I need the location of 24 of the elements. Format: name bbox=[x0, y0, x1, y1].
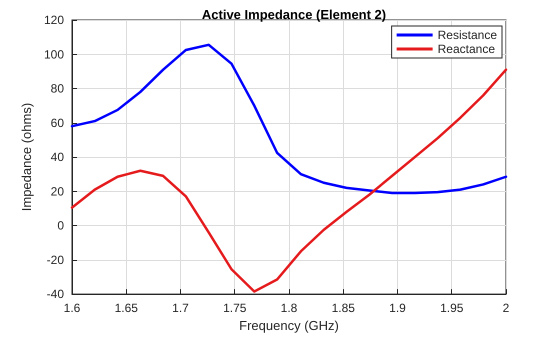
x-axis-title: Frequency (GHz) bbox=[239, 318, 339, 333]
x-tick-label: 1.6 bbox=[64, 301, 81, 316]
y-tick-label: 40 bbox=[50, 150, 64, 164]
y-tick-label: 120 bbox=[44, 13, 64, 27]
chart-title: Active Impedance (Element 2) bbox=[202, 7, 386, 22]
x-tick-label: 1.65 bbox=[114, 301, 138, 316]
y-tick-label: 100 bbox=[44, 47, 64, 62]
x-tick-label: 1.95 bbox=[440, 301, 464, 316]
x-tick-label: 1.8 bbox=[280, 301, 298, 316]
line-series bbox=[70, 44, 508, 194]
x-tick-label: 1.85 bbox=[332, 301, 356, 316]
y-axis-title: Impedance (ohms) bbox=[19, 102, 34, 212]
y-tick-label: -20 bbox=[46, 252, 64, 267]
y-tick-label: -40 bbox=[46, 287, 64, 302]
x-tick-label: 1.7 bbox=[172, 301, 190, 316]
x-tick-label: 2 bbox=[502, 301, 510, 316]
x-tick-label: 1.75 bbox=[223, 301, 247, 316]
y-tick-label: 80 bbox=[50, 82, 64, 96]
y-tick-label: 20 bbox=[50, 184, 64, 198]
y-tick-label: 0 bbox=[57, 218, 64, 233]
y-tick-label: 60 bbox=[50, 116, 64, 130]
x-tick-label: 1.9 bbox=[389, 301, 406, 316]
legend-label: Resistance bbox=[438, 28, 498, 42]
legend-label: Reactance bbox=[438, 42, 496, 56]
